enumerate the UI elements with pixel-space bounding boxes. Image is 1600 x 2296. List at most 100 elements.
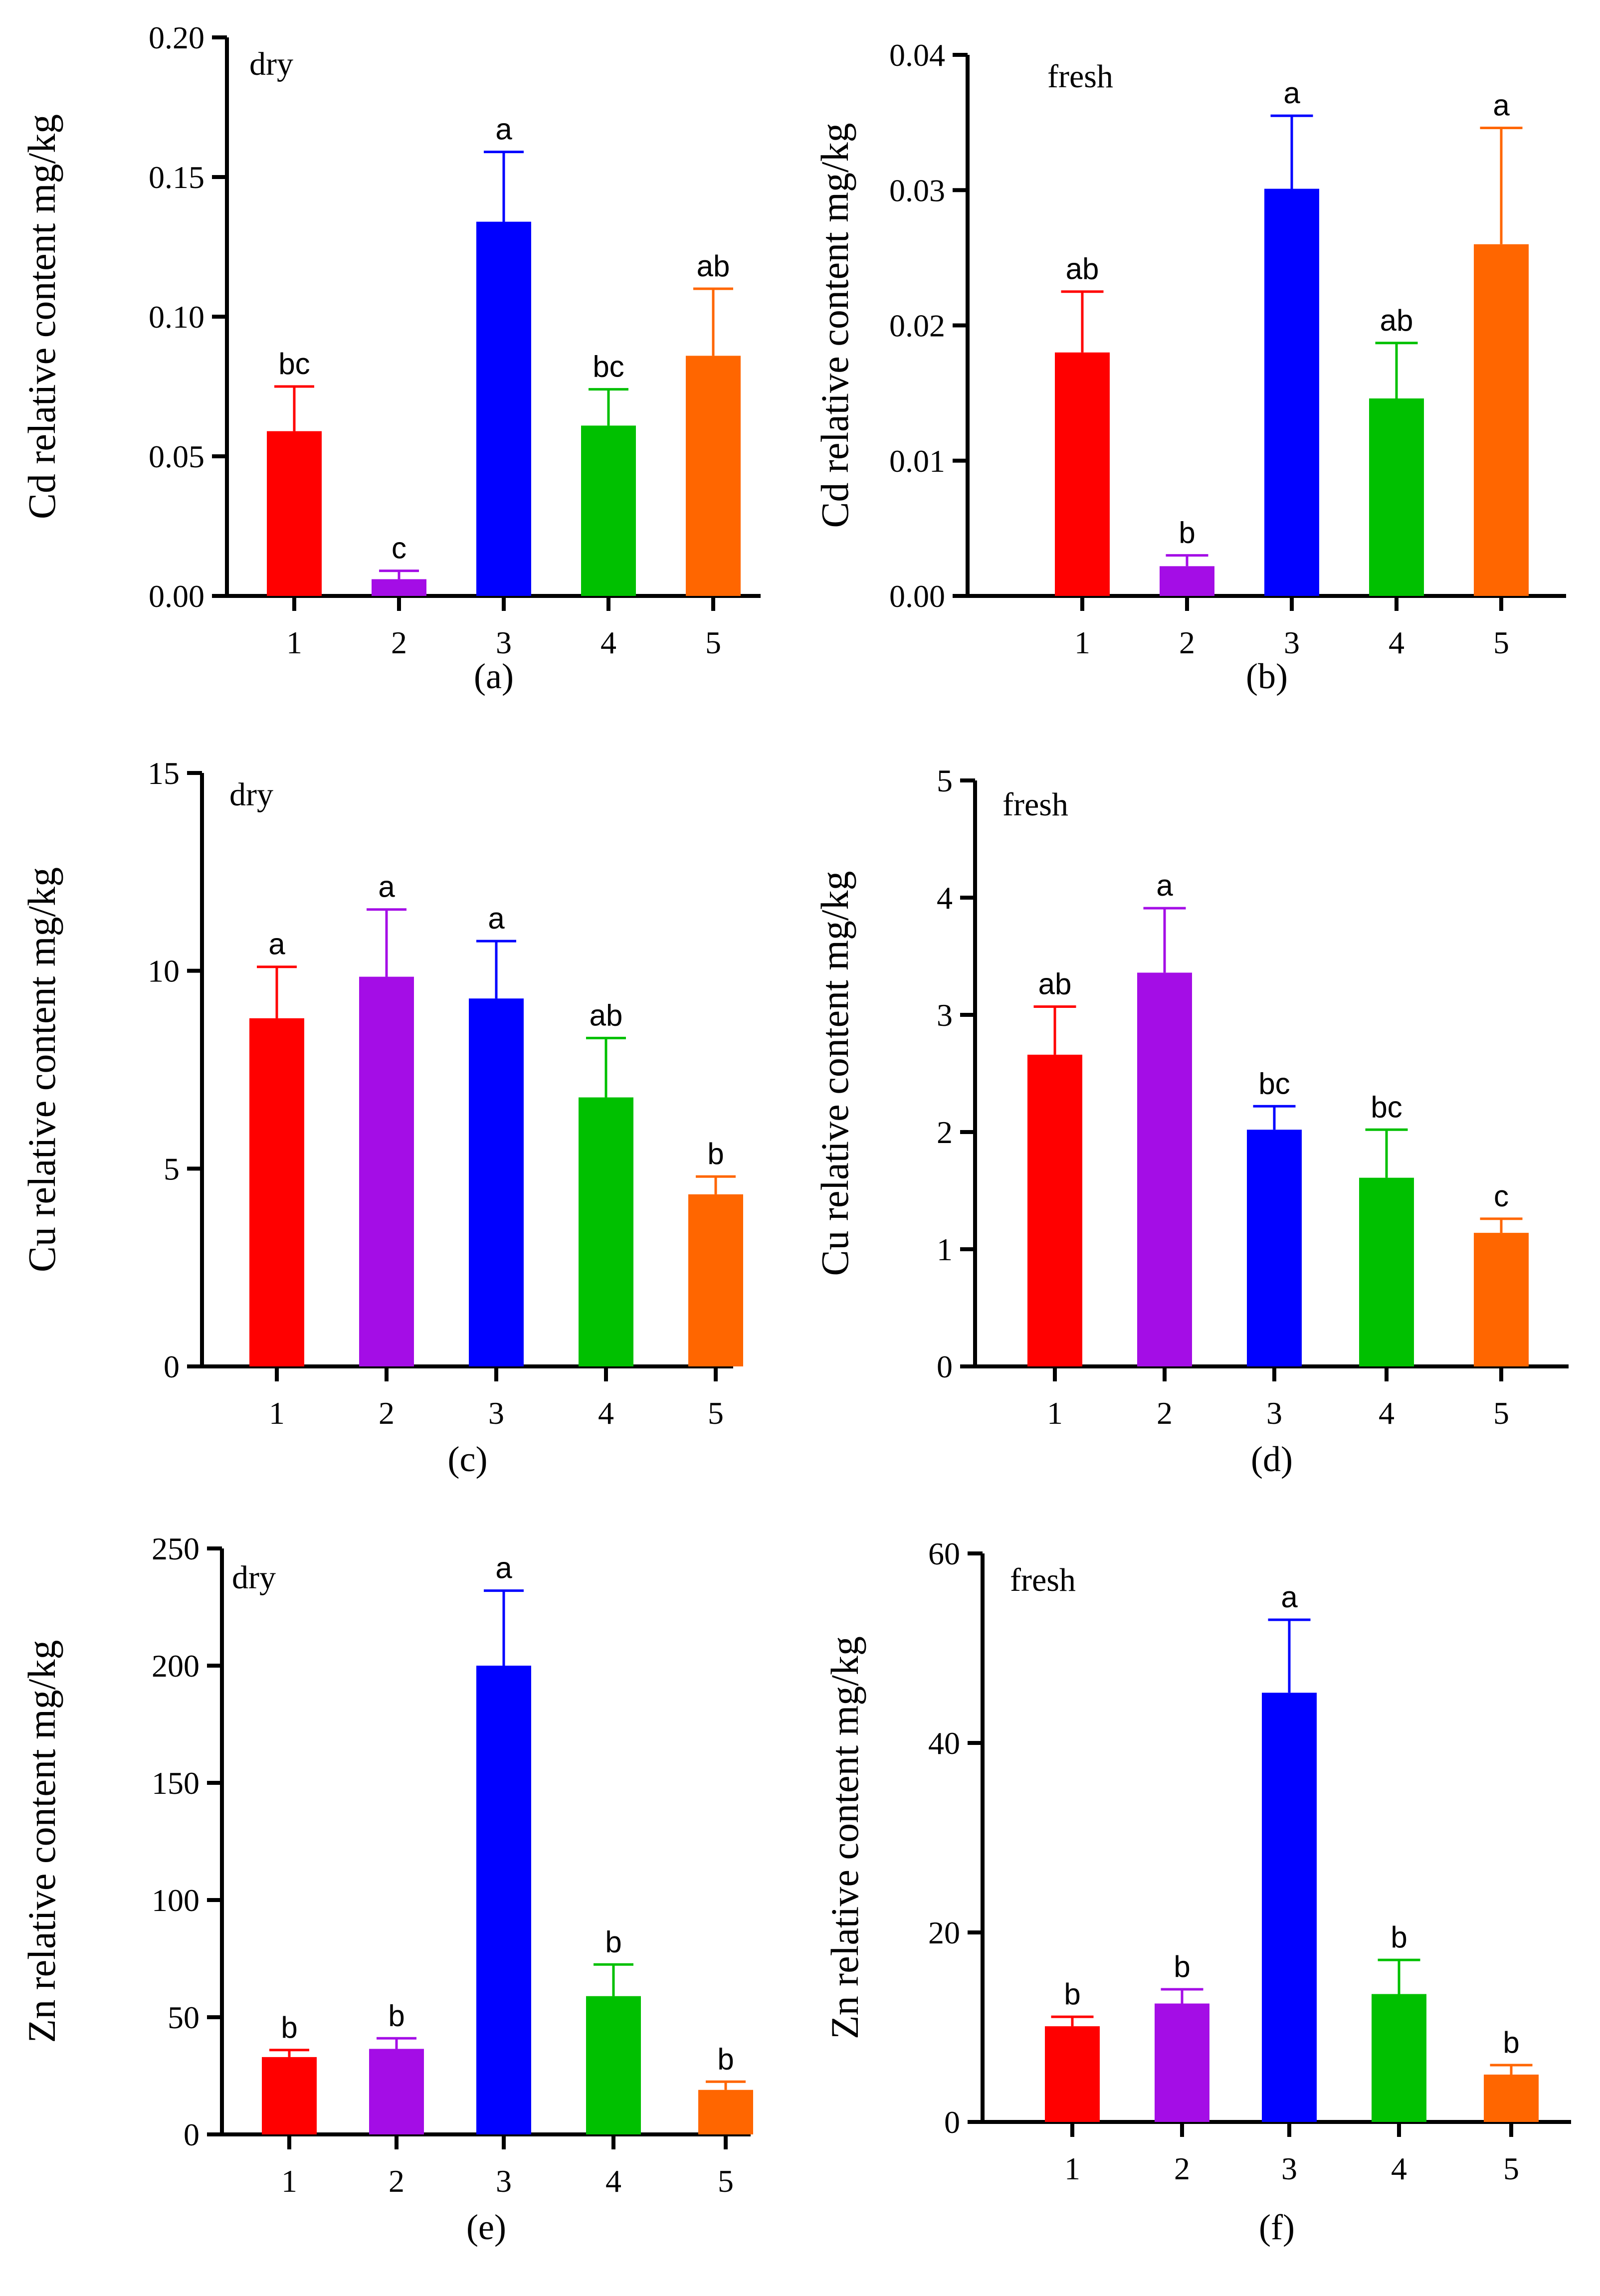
bar-5 [698,2090,753,2134]
y-tick-label: 1 [937,1232,953,1267]
x-tick-label: 1 [1074,625,1090,660]
significance-letter: ab [1380,304,1413,337]
significance-letter: a [1493,88,1510,122]
significance-letter: b [1179,516,1195,550]
x-tick-label: 4 [600,625,616,660]
significance-letter: a [488,902,505,935]
y-tick-label: 0 [164,1349,180,1384]
bar-1 [1045,2026,1100,2122]
y-tick-label: 200 [152,1648,200,1684]
x-tick-label: 4 [1389,625,1404,660]
bar-5 [1474,1233,1529,1366]
x-tick-label: 5 [708,1395,724,1431]
bar-1 [262,2057,317,2134]
significance-letter: c [1494,1179,1509,1213]
bar-5 [1484,2075,1539,2122]
x-tick-label: 5 [1493,625,1509,660]
y-tick-label: 0.00 [149,578,204,614]
panel-label: (a) [474,656,514,696]
significance-letter: c [392,532,406,565]
bar-5 [688,1194,743,1366]
x-tick-label: 2 [391,625,407,660]
significance-letter: bc [593,350,624,383]
chart-panel-1: 0.00 0.05 0.10 0.15 0.20 bc 1 c 2 a 3 bc 4 ab 5 dry Cd r… [20,20,761,696]
y-tick-label: 60 [928,1536,960,1571]
x-tick-label: 5 [1493,1395,1509,1431]
y-axis-title: Cu relative content mg/kg [20,867,63,1272]
condition-label: dry [229,776,273,813]
x-tick-label: 2 [1157,1395,1173,1431]
chart-panel-3: 0 5 10 15 a 1 a 2 a 3 ab 4 b 5 dry Cu relative content … [20,756,743,1479]
y-tick-label: 40 [928,1725,960,1761]
x-tick-label: 1 [269,1395,285,1431]
chart-panel-2: 0.00 0.01 0.02 0.03 0.04 ab 1 b 2 a 3 ab 4 a 5 fresh Cd … [813,37,1566,696]
panel-label: (f) [1259,2207,1295,2247]
x-tick-label: 4 [1391,2151,1407,2186]
significance-letter: ab [697,249,730,283]
x-tick-label: 2 [1174,2151,1190,2186]
y-tick-label: 0.00 [889,578,945,614]
y-tick-label: 5 [937,763,953,798]
y-tick-label: 0.15 [149,160,204,195]
significance-letter: b [605,1925,621,1958]
significance-letter: bc [278,347,310,381]
significance-letter: ab [1066,252,1099,286]
significance-letter: b [1064,1977,1080,2011]
x-tick-label: 1 [1047,1395,1063,1431]
significance-letter: bc [1258,1067,1290,1100]
chart-panel-4: 0 1 2 3 4 5 ab 1 a 2 bc 3 bc 4 c 5 fresh Cu relative cont… [813,763,1569,1479]
y-tick-label: 4 [937,880,953,916]
panel-label: (e) [466,2207,506,2247]
significance-letter: b [717,2042,734,2076]
x-tick-label: 2 [389,2163,404,2199]
y-tick-label: 20 [928,1915,960,1950]
x-tick-label: 2 [1179,625,1195,660]
chart-panel-6: 0 20 40 60 b 1 b 2 a 3 b 4 b 5 fresh Zn relative conten… [823,1536,1571,2247]
y-tick-label: 0.03 [889,173,945,208]
significance-letter: bc [1371,1090,1402,1124]
x-tick-label: 3 [1266,1395,1282,1431]
significance-letter: a [268,928,285,961]
y-tick-label: 15 [148,756,180,791]
significance-letter: b [281,2011,297,2044]
y-tick-label: 0.10 [149,299,204,335]
x-tick-label: 1 [286,625,302,660]
y-tick-label: 0.05 [149,439,204,474]
bar-2 [1155,2003,1209,2122]
significance-letter: b [388,1999,404,2032]
y-tick-label: 3 [937,997,953,1033]
x-tick-label: 4 [605,2163,621,2199]
bar-5 [686,356,741,596]
significance-letter: b [1174,1950,1190,1983]
bar-2 [372,579,426,596]
bar-4 [579,1097,633,1366]
bar-3 [469,998,524,1366]
bar-3 [476,221,531,596]
bar-3 [1247,1130,1302,1366]
panel-label: (b) [1246,656,1288,696]
bar-4 [581,425,636,596]
chart-panel-5: 0 50 100 150 200 250 b 1 b 2 a 3 b 4 b 5 dry Zn relative … [20,1531,753,2247]
condition-label: dry [249,46,293,82]
x-tick-label: 5 [718,2163,734,2199]
x-tick-label: 3 [1284,625,1300,660]
x-tick-label: 3 [488,1395,504,1431]
x-tick-label: 2 [379,1395,395,1431]
x-tick-label: 4 [598,1395,614,1431]
y-tick-label: 0 [944,2105,960,2140]
bar-2 [1137,972,1192,1366]
bar-4 [1369,398,1424,596]
significance-letter: b [1391,1920,1407,1954]
y-tick-label: 0.02 [889,308,945,344]
y-tick-label: 2 [937,1115,953,1150]
significance-letter: a [1281,1580,1298,1614]
significance-letter: a [495,1551,512,1585]
panel-label: (d) [1251,1439,1293,1479]
bar-3 [1262,1693,1317,2122]
bar-2 [369,2049,424,2134]
bar-5 [1474,244,1529,596]
y-axis-title: Zn relative content mg/kg [823,1636,866,2039]
y-axis-title: Cu relative content mg/kg [813,871,856,1276]
bar-1 [249,1018,304,1366]
bar-2 [1160,566,1214,596]
